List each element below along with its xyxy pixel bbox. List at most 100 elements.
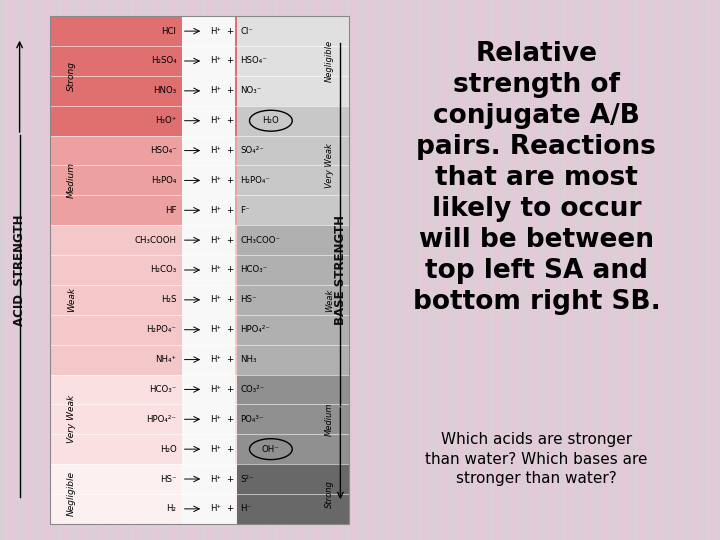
Bar bbox=[181, 404, 235, 434]
Text: Weak: Weak bbox=[325, 288, 334, 312]
Bar bbox=[50, 315, 237, 345]
Text: H⁺: H⁺ bbox=[210, 86, 221, 96]
Bar bbox=[181, 345, 235, 375]
Text: Relative
strength of
conjugate A/B
pairs. Reactions
that are most
likely to occu: Relative strength of conjugate A/B pairs… bbox=[413, 41, 660, 315]
Text: NH₃: NH₃ bbox=[240, 355, 257, 364]
Text: H⁺: H⁺ bbox=[210, 57, 221, 65]
Bar bbox=[324, 285, 349, 315]
Text: HPO₄²⁻: HPO₄²⁻ bbox=[240, 325, 271, 334]
Bar bbox=[50, 46, 237, 76]
Bar bbox=[237, 76, 324, 106]
Bar bbox=[324, 434, 349, 464]
Text: HS⁻: HS⁻ bbox=[240, 295, 257, 305]
Text: CH₃COOH: CH₃COOH bbox=[135, 235, 176, 245]
Bar bbox=[181, 136, 235, 165]
Text: HPO₄²⁻: HPO₄²⁻ bbox=[147, 415, 176, 424]
Bar bbox=[324, 255, 349, 285]
Bar bbox=[324, 464, 349, 494]
Text: +: + bbox=[226, 504, 233, 514]
Text: CO₃²⁻: CO₃²⁻ bbox=[240, 385, 265, 394]
Bar bbox=[237, 46, 324, 76]
Text: Strong: Strong bbox=[325, 480, 334, 508]
Text: +: + bbox=[226, 325, 233, 334]
Text: H₂O: H₂O bbox=[160, 444, 176, 454]
Bar bbox=[181, 494, 235, 524]
Text: H⁺: H⁺ bbox=[210, 235, 221, 245]
Text: +: + bbox=[226, 57, 233, 65]
Bar bbox=[237, 494, 324, 524]
Text: +: + bbox=[226, 415, 233, 424]
Bar bbox=[50, 16, 237, 46]
Bar bbox=[324, 165, 349, 195]
Text: S²⁻: S²⁻ bbox=[240, 475, 254, 483]
Bar bbox=[50, 345, 237, 375]
Bar bbox=[324, 195, 349, 225]
Text: CH₃COO⁻: CH₃COO⁻ bbox=[240, 235, 281, 245]
Text: H⁺: H⁺ bbox=[210, 355, 221, 364]
Text: NH₄⁺: NH₄⁺ bbox=[156, 355, 176, 364]
Bar bbox=[50, 434, 237, 464]
Text: H⁺: H⁺ bbox=[210, 325, 221, 334]
Bar bbox=[324, 136, 349, 165]
Bar bbox=[324, 106, 349, 136]
Text: +: + bbox=[226, 176, 233, 185]
Bar bbox=[50, 136, 237, 165]
Bar bbox=[181, 106, 235, 136]
Bar bbox=[50, 255, 237, 285]
Bar bbox=[181, 165, 235, 195]
Text: H⁺: H⁺ bbox=[210, 415, 221, 424]
Bar bbox=[237, 195, 324, 225]
Text: H⁺: H⁺ bbox=[210, 26, 221, 36]
Bar bbox=[324, 315, 349, 345]
Bar bbox=[50, 76, 237, 106]
Text: H₂: H₂ bbox=[166, 504, 176, 514]
Bar bbox=[50, 404, 237, 434]
Text: +: + bbox=[226, 26, 233, 36]
Bar bbox=[324, 76, 349, 106]
Text: +: + bbox=[226, 385, 233, 394]
Bar bbox=[181, 225, 235, 255]
Bar bbox=[237, 225, 324, 255]
Text: Medium: Medium bbox=[325, 402, 334, 436]
Bar bbox=[181, 46, 235, 76]
Text: NO₃⁻: NO₃⁻ bbox=[240, 86, 262, 96]
Text: +: + bbox=[226, 475, 233, 483]
Text: +: + bbox=[226, 295, 233, 305]
Bar bbox=[324, 16, 349, 46]
Bar bbox=[237, 136, 324, 165]
Text: +: + bbox=[226, 444, 233, 454]
Text: Negligible: Negligible bbox=[67, 471, 76, 516]
Bar bbox=[237, 315, 324, 345]
Text: H⁺: H⁺ bbox=[210, 295, 221, 305]
Bar bbox=[50, 285, 237, 315]
Text: HF: HF bbox=[165, 206, 176, 215]
Text: Medium: Medium bbox=[67, 163, 76, 198]
Text: H⁺: H⁺ bbox=[210, 116, 221, 125]
Bar bbox=[181, 195, 235, 225]
Bar bbox=[50, 494, 237, 524]
Bar bbox=[50, 195, 237, 225]
Bar bbox=[237, 375, 324, 404]
Text: H⁻: H⁻ bbox=[240, 504, 251, 514]
Text: +: + bbox=[226, 206, 233, 215]
Bar bbox=[324, 404, 349, 434]
Text: F⁻: F⁻ bbox=[240, 206, 250, 215]
Text: HCl: HCl bbox=[161, 26, 176, 36]
Text: H⁺: H⁺ bbox=[210, 444, 221, 454]
Text: ACID  STRENGTH: ACID STRENGTH bbox=[13, 214, 26, 326]
Bar bbox=[324, 375, 349, 404]
Bar bbox=[237, 464, 324, 494]
Text: Weak: Weak bbox=[67, 287, 76, 313]
Text: Which acids are stronger
than water? Which bases are
stronger than water?: Which acids are stronger than water? Whi… bbox=[425, 431, 648, 487]
Text: +: + bbox=[226, 86, 233, 96]
Text: H₂PO₄⁻: H₂PO₄⁻ bbox=[147, 325, 176, 334]
Text: H₂S: H₂S bbox=[161, 295, 176, 305]
Text: SO₄²⁻: SO₄²⁻ bbox=[240, 146, 264, 155]
Text: +: + bbox=[226, 146, 233, 155]
Bar bbox=[324, 345, 349, 375]
Bar bbox=[181, 255, 235, 285]
Text: Negligible: Negligible bbox=[325, 40, 334, 82]
Text: H⁺: H⁺ bbox=[210, 176, 221, 185]
Bar bbox=[50, 165, 237, 195]
Bar bbox=[324, 225, 349, 255]
